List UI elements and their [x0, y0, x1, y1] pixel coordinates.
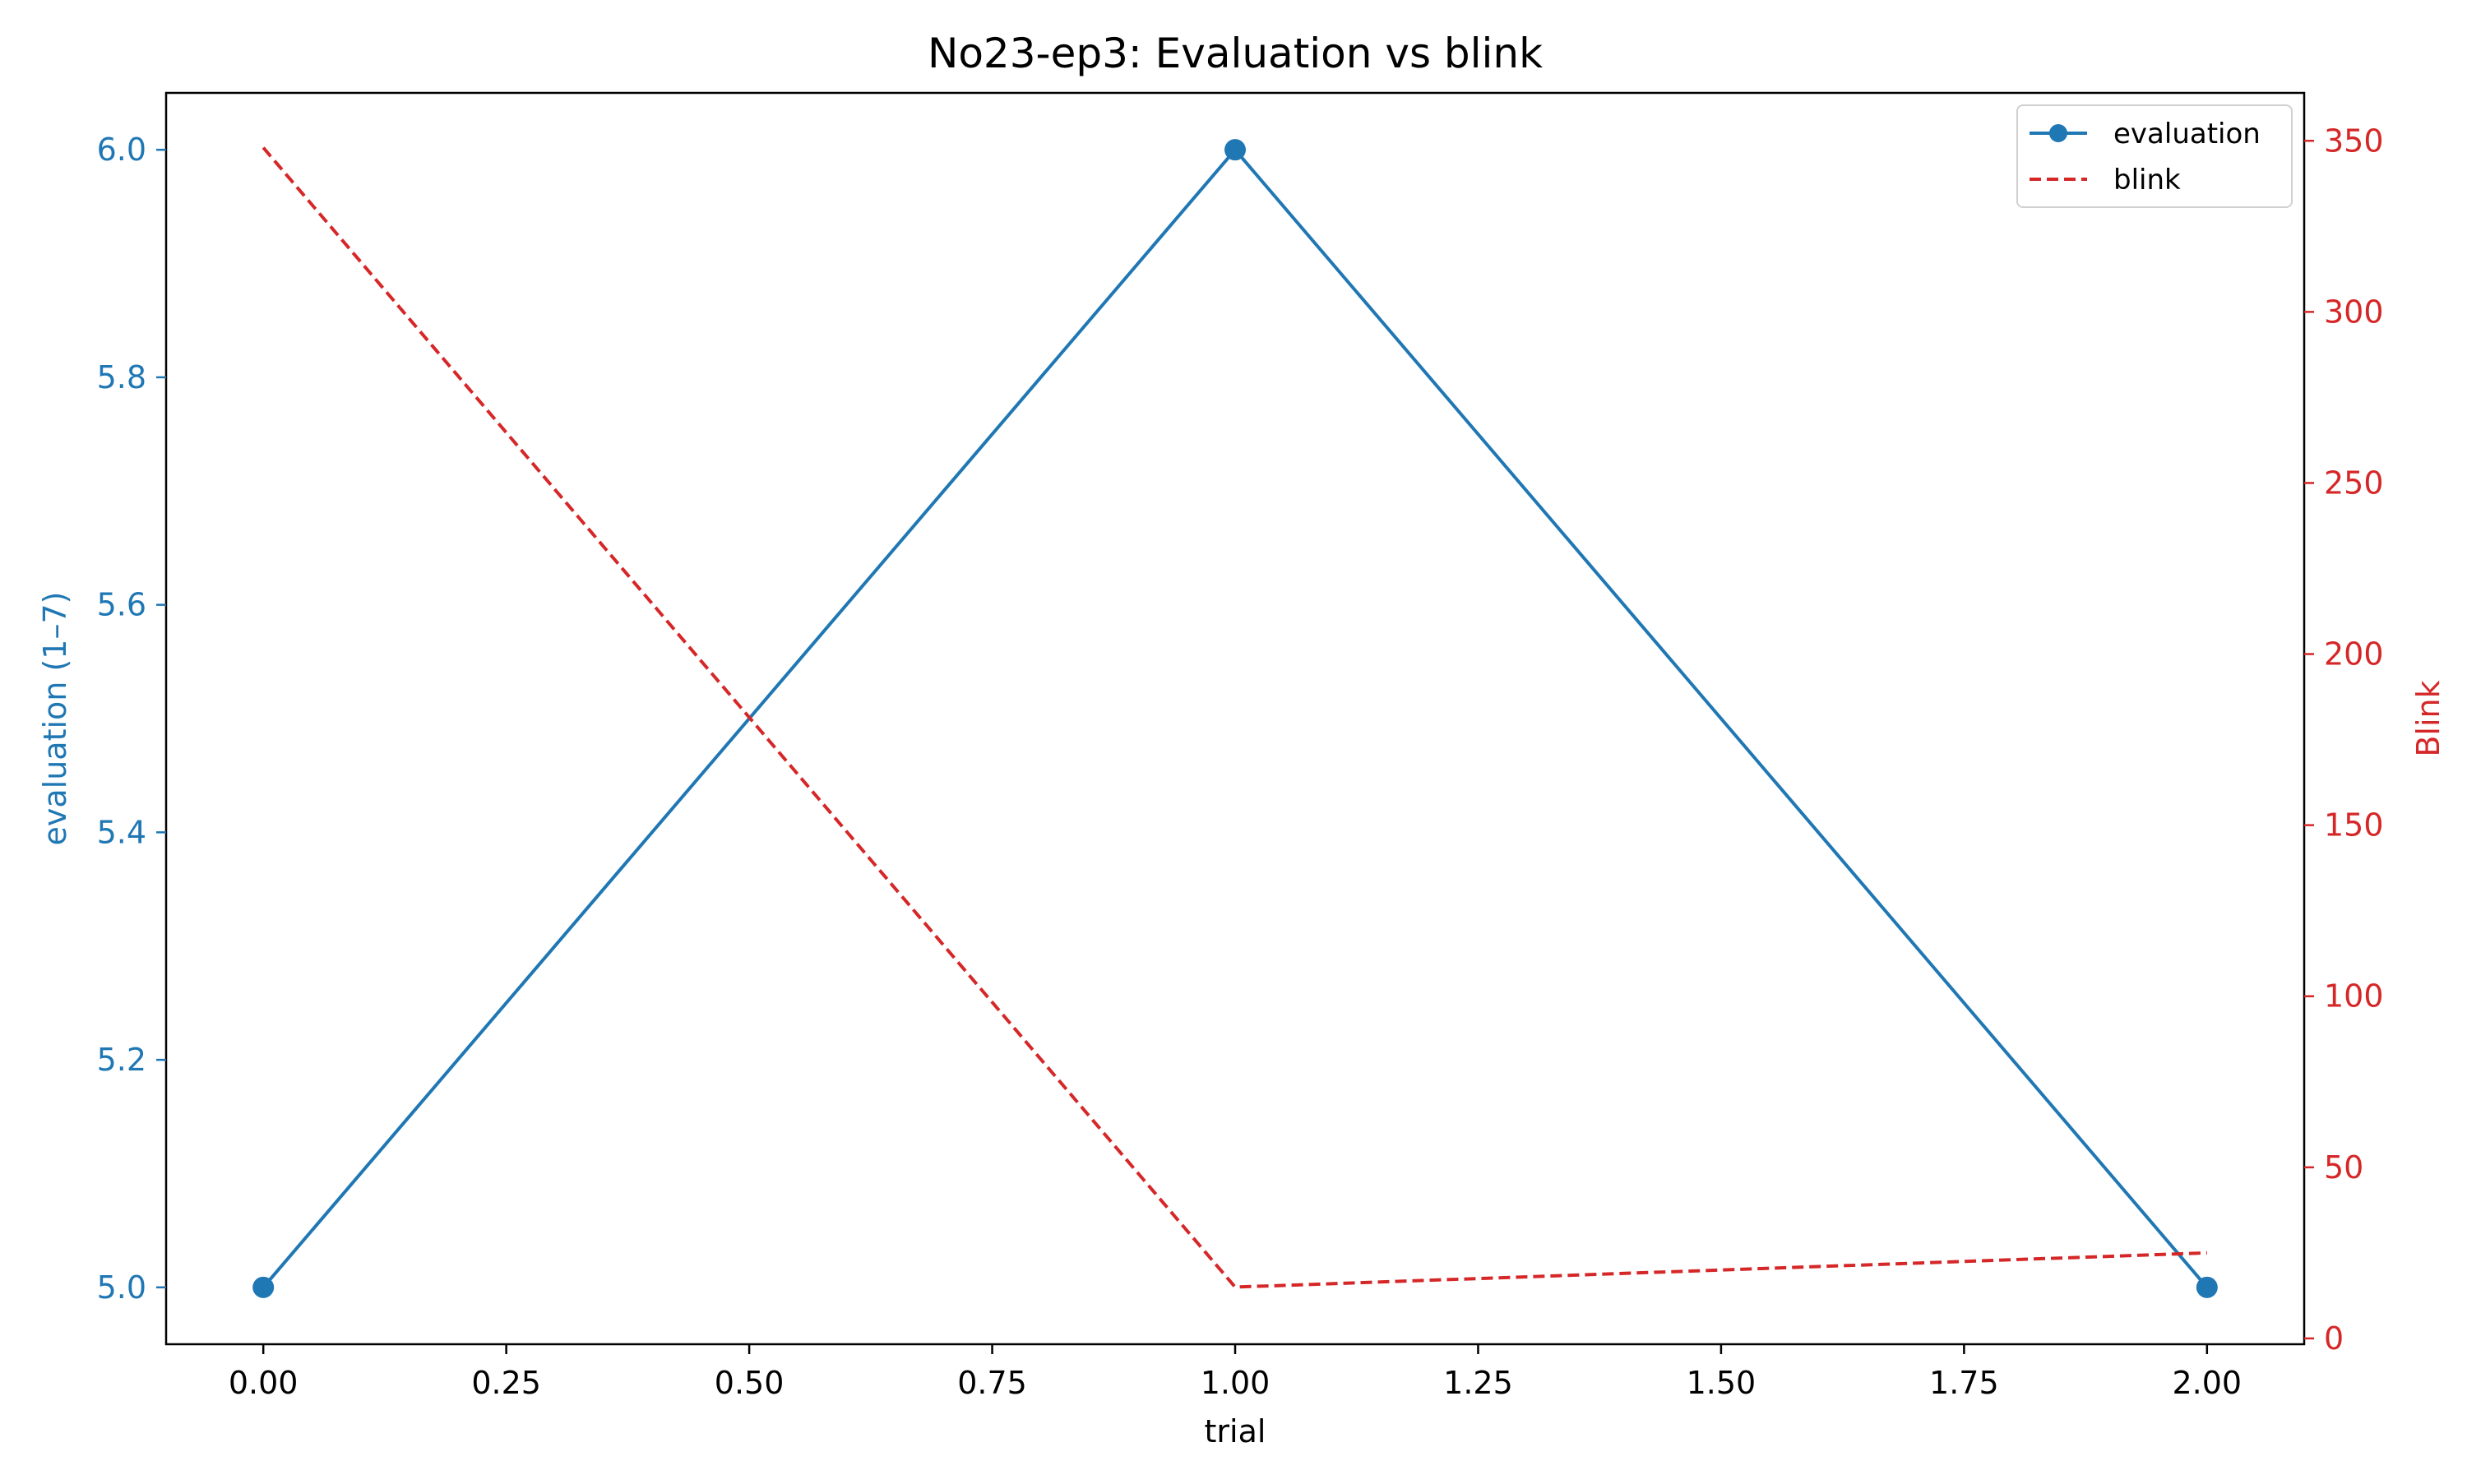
y-right-tick-label: 300 — [2324, 294, 2384, 330]
y-axis-left-label: evaluation (1–7) — [37, 592, 73, 846]
x-axis-label: trial — [1205, 1413, 1266, 1449]
data-point-evaluation — [1224, 139, 1246, 161]
y-right-tick-label: 50 — [2324, 1149, 2363, 1186]
legend-evaluation-label: evaluation — [2113, 118, 2261, 150]
series-layer — [252, 139, 2218, 1298]
y-right-tick-label: 100 — [2324, 978, 2384, 1015]
x-axis: 0.00 0.25 0.50 0.75 1.00 1.25 1.50 1.75 2.00 — [229, 1344, 2242, 1401]
data-point-evaluation — [252, 1276, 275, 1298]
y-right-tick-label: 200 — [2324, 636, 2384, 673]
series-line-blink — [262, 146, 2207, 1289]
x-tick-label: 2.00 — [2173, 1365, 2243, 1401]
x-tick-label: 0.00 — [229, 1365, 299, 1401]
x-tick-label: 1.50 — [1687, 1365, 1757, 1401]
x-tick-label: 0.25 — [471, 1365, 541, 1401]
y-left-tick-label: 5.6 — [97, 587, 146, 623]
legend-evaluation-marker — [2049, 124, 2067, 142]
legend: evaluation blink — [2016, 104, 2293, 208]
y-axis-right: 0 50 100 150 200 250 300 350 — [2304, 123, 2384, 1357]
legend-blink-label: blink — [2113, 164, 2181, 196]
y-axis-left: 5.0 5.2 5.4 5.6 5.8 6.0 — [97, 132, 166, 1306]
chart-title: No23-ep3: Evaluation vs blink — [928, 30, 1543, 77]
y-left-tick-label: 5.0 — [97, 1269, 146, 1306]
y-right-tick-label: 350 — [2324, 123, 2384, 159]
x-tick-label: 1.25 — [1443, 1365, 1513, 1401]
y-axis-right-label: Blink — [2410, 680, 2446, 756]
legend-box — [2016, 104, 2293, 208]
y-left-tick-label: 5.8 — [97, 359, 146, 395]
data-point-evaluation — [2196, 1276, 2218, 1298]
y-right-tick-label: 0 — [2324, 1320, 2344, 1357]
x-tick-label: 0.75 — [957, 1365, 1027, 1401]
x-tick-label: 1.00 — [1201, 1365, 1271, 1401]
y-left-tick-label: 5.4 — [97, 814, 146, 850]
y-left-tick-label: 5.2 — [97, 1042, 146, 1078]
y-right-tick-label: 250 — [2324, 465, 2384, 501]
y-right-tick-label: 150 — [2324, 807, 2384, 844]
x-tick-label: 1.75 — [1929, 1365, 1999, 1401]
x-tick-label: 0.50 — [715, 1365, 785, 1401]
y-left-tick-label: 6.0 — [97, 132, 146, 168]
